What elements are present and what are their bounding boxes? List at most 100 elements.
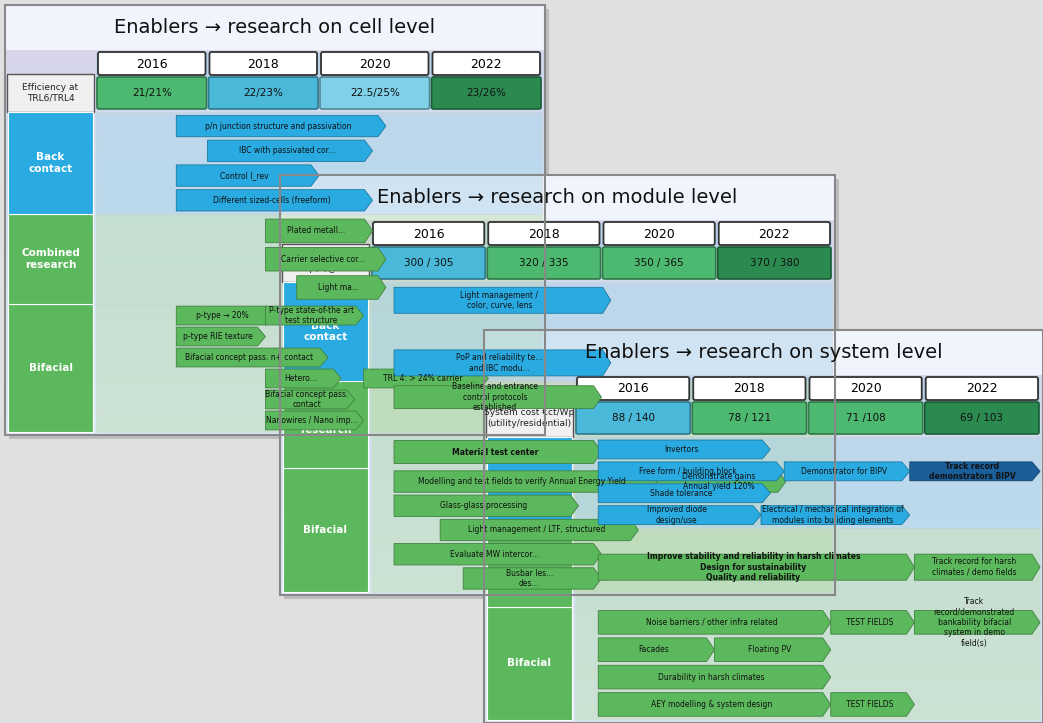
Text: Combined
research: Combined research [296,414,355,435]
Text: Durability in harsh climates: Durability in harsh climates [658,672,765,682]
Bar [5,5,545,50]
Bar [280,495,835,502]
FancyBboxPatch shape [97,77,207,109]
Bar [484,330,1043,375]
Text: Improved diode
design/use: Improved diode design/use [647,505,706,525]
Bar [575,378,1040,434]
Bar [5,367,545,375]
Text: Track record
demonstrators BIPV: Track record demonstrators BIPV [928,462,1015,481]
Bar [5,151,545,160]
Bar [484,613,1043,621]
Polygon shape [599,693,831,716]
Bar [280,293,835,301]
FancyBboxPatch shape [432,77,541,109]
Bar [5,272,545,281]
FancyBboxPatch shape [694,377,805,400]
Bar [5,297,545,306]
Bar [484,660,1043,668]
Text: Facades: Facades [638,645,669,654]
FancyBboxPatch shape [577,377,689,400]
Bar [484,408,1043,416]
Bar [484,636,1043,644]
Polygon shape [599,638,714,662]
FancyBboxPatch shape [576,402,690,434]
Bar [484,676,1043,684]
Text: Floating PV: Floating PV [748,645,792,654]
Text: Demonstrate gains
Annual yield 120%: Demonstrate gains Annual yield 120% [682,472,755,491]
Text: Modelling and test fields to verify Annual Energy Yield: Modelling and test fields to verify Annu… [418,477,627,486]
Polygon shape [176,306,274,325]
Bar [484,542,1043,550]
Bar [280,419,835,427]
Bar [484,692,1043,699]
Bar [280,360,835,368]
Bar [5,194,545,202]
Bar [5,56,545,65]
Bar [5,82,545,91]
Bar [280,259,835,268]
Bar [484,707,1043,715]
Bar [5,31,545,39]
Bar [484,715,1043,723]
Text: 2020: 2020 [644,228,675,241]
Bar [5,22,545,31]
Bar [280,309,835,318]
Text: Enablers → research on system level: Enablers → research on system level [585,343,942,362]
Polygon shape [364,369,488,388]
Bar [280,268,835,275]
Bar [484,684,1043,692]
Text: Bifacial: Bifacial [28,363,73,373]
FancyBboxPatch shape [486,399,573,437]
Bar [484,526,1043,534]
FancyBboxPatch shape [719,222,830,245]
Polygon shape [176,165,319,187]
Bar [280,570,835,578]
Bar [5,375,545,383]
Bar [484,448,1043,455]
Bar [484,416,1043,424]
Polygon shape [463,568,602,589]
Bar [280,469,835,477]
Bar [484,369,1043,377]
Text: 350 / 365: 350 / 365 [634,258,684,268]
Polygon shape [266,306,364,325]
Bar [280,301,835,309]
Text: 22/23%: 22/23% [243,88,284,98]
Bar [484,330,1043,338]
Polygon shape [176,327,266,346]
Polygon shape [176,189,372,211]
Bar [280,284,835,293]
FancyBboxPatch shape [808,402,923,434]
Polygon shape [266,247,386,271]
Bar [280,477,835,486]
Text: Module power
in Wp(e)@ TRL6: Module power in Wp(e)@ TRL6 [289,253,362,273]
Bar [487,528,572,607]
Bar [283,282,368,381]
Text: Electrical / mechanical integration of
modules into buliding elements: Electrical / mechanical integration of m… [761,505,903,525]
Bar [280,175,835,184]
Text: Combined
research: Combined research [500,557,559,578]
Text: AEY modelling & system design: AEY modelling & system design [651,700,772,709]
Bar [5,263,545,272]
Bar [484,440,1043,448]
Bar [5,108,545,117]
Bar [280,377,835,385]
Bar [280,326,835,335]
Text: Material test center: Material test center [452,448,538,456]
Text: Back
contact: Back contact [304,321,347,343]
Bar [5,228,545,237]
Polygon shape [599,440,771,459]
FancyBboxPatch shape [320,77,430,109]
Text: Carrier selective cor...: Carrier selective cor... [281,254,365,264]
Bar [5,306,545,315]
Bar [484,401,1043,408]
Polygon shape [915,555,1040,580]
Text: Hetero...: Hetero... [284,374,317,383]
Polygon shape [599,505,761,525]
Bar [280,435,835,444]
Bar [484,487,1043,495]
Bar [484,479,1043,487]
Bar [487,437,572,528]
Bar [280,242,835,251]
FancyBboxPatch shape [373,222,484,245]
